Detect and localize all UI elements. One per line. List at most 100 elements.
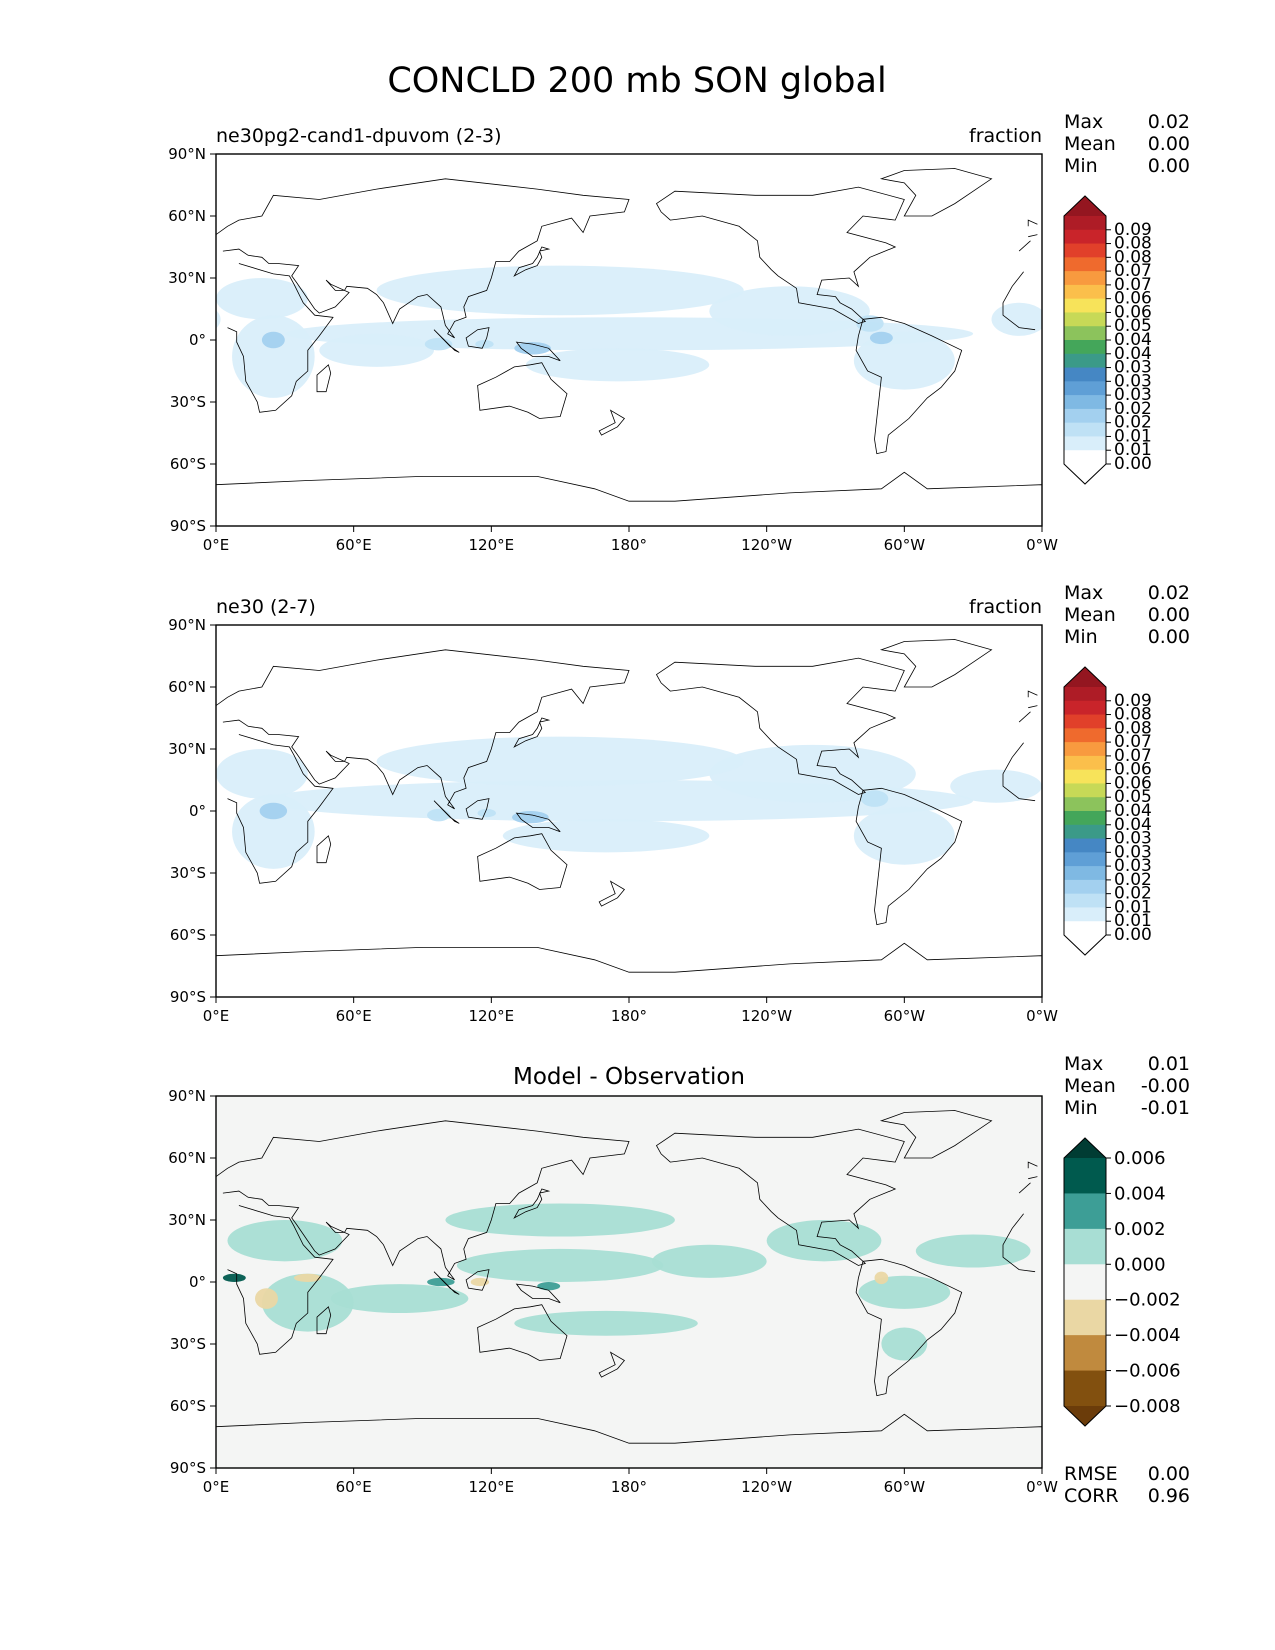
field-patch <box>445 1203 675 1237</box>
y-tick-label: 90°N <box>168 616 206 634</box>
coastline-africa <box>227 734 334 884</box>
coastline-south-america <box>855 787 963 926</box>
field-patch <box>255 1288 278 1309</box>
field-patch <box>858 1275 951 1309</box>
panel-difference: 0°E 60°E 120°E 180° 120°W 60°W 0°W 90°N 60°N 30°N… <box>168 1053 1190 1507</box>
stat-label: Min <box>1064 155 1098 177</box>
y-tick-label: 90°S <box>170 1459 206 1477</box>
coastline-borneo <box>465 1269 490 1291</box>
y-tick-label: 30°N <box>168 740 206 758</box>
stat-value: 0.00 <box>1148 155 1190 177</box>
coastline-australia <box>477 362 568 419</box>
y-tick-label: 0° <box>189 331 206 349</box>
colorbar-cell <box>1064 340 1106 355</box>
field-patch <box>511 811 549 824</box>
panels: 0°E 60°E 120°E 180° 120°W 60°W 0°W 90°N 60°N 30°N… <box>168 111 1190 1507</box>
x-tick-label: 120°W <box>741 1007 792 1025</box>
colorbar-cell <box>1064 284 1106 300</box>
coastline-north-america <box>655 1128 905 1266</box>
y-tick-label: 60°S <box>170 926 206 944</box>
colorbar-cell <box>1064 769 1106 784</box>
y-tick-label: 30°N <box>168 1211 206 1229</box>
coastlines <box>216 168 1042 526</box>
y-tick-label: 60°S <box>170 1397 206 1415</box>
coastline-antarctica <box>216 942 1042 997</box>
y-tick-label: 30°S <box>170 1335 206 1353</box>
coastline-new-zealand <box>598 880 626 907</box>
field-patch <box>216 278 308 320</box>
colorbar-extend-top <box>1064 1138 1106 1158</box>
coastline-uk <box>1027 219 1038 227</box>
colorbar-tick-label: 0.03 <box>1114 358 1152 378</box>
stat-label: Min <box>1064 1097 1098 1119</box>
colorbar-tick-label: −0.004 <box>1114 1325 1181 1346</box>
colorbar-tick-label: 0.09 <box>1114 220 1152 240</box>
field-patch <box>651 1244 767 1278</box>
field-patch <box>537 1282 561 1291</box>
coastline-borneo <box>465 798 490 820</box>
colorbar-tick-label: 0.04 <box>1114 330 1152 350</box>
colorbar-cell <box>1064 298 1106 313</box>
colorbar-tick-label: 0.08 <box>1114 718 1152 738</box>
colorbar-cell <box>1064 367 1106 382</box>
x-tick-label: 60°E <box>336 1007 372 1025</box>
stat-value: -0.01 <box>1141 1097 1190 1119</box>
colorbar-cell <box>1064 312 1106 327</box>
colorbar-cell <box>1064 893 1106 908</box>
colorbar-tick-label: 0.04 <box>1114 815 1152 835</box>
coastline-north-america <box>655 657 905 795</box>
stat-value: 0.00 <box>1148 133 1190 155</box>
y-tick-label: 0° <box>189 802 206 820</box>
x-tick-label: 60°W <box>884 1007 926 1025</box>
stat-value: 0.02 <box>1148 111 1190 133</box>
colorbar-tick-label: 0.01 <box>1114 426 1152 446</box>
coastline-greenland <box>879 1110 993 1159</box>
field-patch <box>502 819 710 853</box>
field-patch <box>709 744 916 803</box>
colorbar-cell <box>1064 838 1106 853</box>
colorbar-cell <box>1064 436 1106 451</box>
x-tick-label: 120°E <box>469 1007 515 1025</box>
colorbar-cell <box>1064 879 1106 895</box>
x-tick-label: 0°W <box>1026 536 1058 554</box>
colorbar-cell <box>1064 1264 1106 1301</box>
colorbar-tick-label: 0.06 <box>1114 773 1152 793</box>
colorbar-cell <box>1064 728 1106 743</box>
panel-left-title: ne30 (2-7) <box>216 596 316 618</box>
coastline-japan <box>513 717 551 748</box>
coastline-new-guinea <box>515 1283 561 1304</box>
stat-label: Mean <box>1064 133 1116 155</box>
x-tick-label: 60°W <box>884 536 926 554</box>
colorbar-cell <box>1064 1158 1106 1194</box>
coastline-uk <box>1028 1176 1038 1180</box>
field-patch <box>222 1273 246 1283</box>
field-patch <box>477 808 496 818</box>
panel-test: 0°E 60°E 120°E 180° 120°W 60°W 0°W 90°N 60°N 30°N… <box>168 111 1190 554</box>
colorbar-tick-label: 0.02 <box>1114 413 1152 433</box>
extra-stat-value: 0.96 <box>1148 1485 1190 1507</box>
coastline-south-america <box>855 316 963 455</box>
y-tick-label: 30°S <box>170 864 206 882</box>
coastline-japan <box>513 1188 551 1219</box>
coastline-new-zealand <box>598 1351 626 1378</box>
colorbar-extend-bottom <box>1064 935 1106 955</box>
x-tick-label: 0°E <box>203 1478 230 1496</box>
coastline-borneo-sumatra <box>433 1271 460 1295</box>
extra-stat-label: RMSE <box>1064 1463 1118 1485</box>
colorbar-cell <box>1064 921 1106 936</box>
field-patch <box>881 1327 928 1361</box>
coastline-borneo <box>465 327 490 349</box>
coastline-new-guinea <box>515 812 561 833</box>
coastline-greenland <box>879 168 993 217</box>
field-patch <box>232 315 315 398</box>
colorbar-cell <box>1064 1335 1106 1372</box>
field-patch <box>259 802 288 820</box>
colorbar-cell <box>1064 216 1106 231</box>
colorbar: 0.006 0.004 0.002 0.000 −0.002 −0.004 −0.006 −0… <box>1063 1137 1181 1427</box>
coastline-borneo-sumatra <box>433 329 460 353</box>
colorbar-cell <box>1064 243 1106 258</box>
x-tick-label: 60°E <box>336 1478 372 1496</box>
coastline-eurasia <box>216 178 630 339</box>
field-patch <box>427 1277 455 1287</box>
